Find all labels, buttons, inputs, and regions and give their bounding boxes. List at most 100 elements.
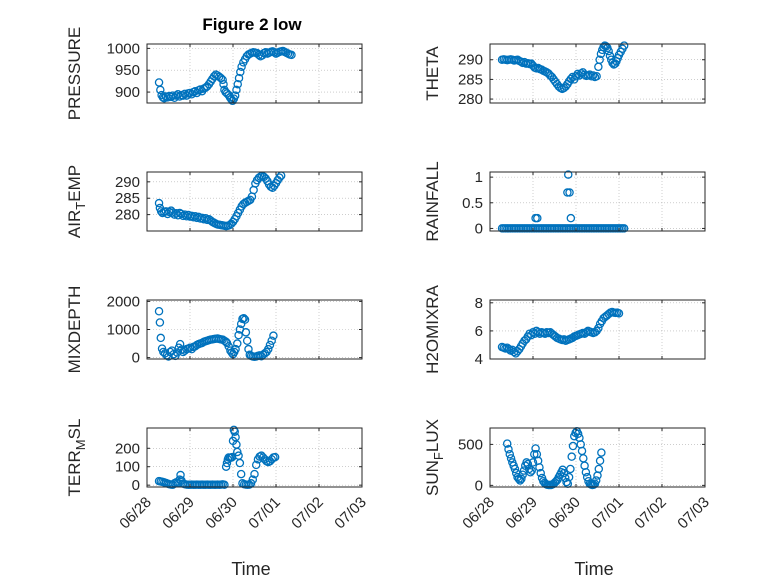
- axes-box: [146, 427, 363, 488]
- data-point: [562, 477, 571, 487]
- data-point: [573, 429, 583, 438]
- data-point: [175, 339, 185, 349]
- y-axis-label: H2OMIXRA: [423, 284, 442, 373]
- y-tick-label: 0.5: [462, 195, 483, 212]
- data-point: [619, 41, 629, 50]
- data-point: [533, 213, 542, 223]
- y-axis-label: RAINFALL: [423, 161, 442, 241]
- data-point: [156, 85, 165, 95]
- y-tick-label: 0: [132, 350, 140, 367]
- y-axis-label: TERRMSL: [65, 419, 88, 497]
- y-axis-label: THETA: [423, 46, 442, 101]
- y-tick-label: 100: [115, 459, 140, 476]
- y-tick-label: 1000: [107, 322, 140, 339]
- x-axis-label-left: Time: [231, 559, 270, 579]
- data-point: [233, 79, 242, 89]
- y-tick-label: 280: [115, 207, 140, 224]
- data-point: [236, 469, 246, 479]
- y-tick-label: 0: [132, 477, 140, 494]
- data-point: [510, 464, 520, 474]
- data-point: [239, 314, 248, 323]
- data-point: [530, 449, 539, 459]
- data-point: [220, 336, 229, 345]
- data-point: [264, 344, 273, 354]
- data-point: [230, 91, 240, 100]
- subplot-theta: 280 285 290 THETA: [423, 41, 706, 108]
- data-point: [275, 173, 284, 182]
- axes-box: [489, 171, 706, 232]
- data-point: [248, 475, 258, 484]
- y-tick-label: 0: [475, 477, 483, 494]
- data-point: [559, 468, 569, 478]
- data-point: [237, 62, 246, 71]
- y-tick-label: 900: [115, 84, 140, 101]
- data-point: [591, 476, 601, 485]
- plot-area: [147, 172, 362, 231]
- data-point: [568, 441, 578, 451]
- y-tick-label: 285: [115, 190, 140, 207]
- data-point: [518, 470, 527, 479]
- data-point: [250, 469, 259, 479]
- data-point: [527, 466, 536, 475]
- data-point: [233, 447, 242, 457]
- data-point: [614, 309, 624, 318]
- axes-box: [146, 171, 363, 232]
- y-tick-label: 0: [475, 220, 483, 237]
- subplot-rainfall: 0 0.5 1 RAINFALL: [423, 161, 706, 242]
- y-tick-label: 1000: [107, 40, 140, 57]
- data-point: [589, 480, 598, 489]
- data-point: [566, 464, 575, 474]
- data-point: [594, 323, 603, 333]
- data-point: [517, 474, 526, 484]
- data-point: [185, 343, 195, 353]
- data-point: [566, 213, 576, 223]
- data-point: [528, 458, 538, 467]
- data-point: [526, 467, 535, 477]
- data-point: [154, 198, 164, 208]
- data-point: [564, 170, 573, 179]
- y-tick-label: 290: [458, 52, 483, 69]
- data-point: [594, 464, 604, 474]
- y-tick-label: 1: [475, 169, 483, 186]
- y-axis-label: PRESSURE: [65, 27, 84, 121]
- data-point: [565, 188, 574, 197]
- data-point: [619, 224, 629, 233]
- data-point: [595, 55, 604, 64]
- data-point: [242, 336, 252, 345]
- data-point: [172, 348, 182, 357]
- data-point: [601, 42, 611, 51]
- data-point: [267, 336, 276, 345]
- y-tick-label: 950: [115, 62, 140, 79]
- data-point: [232, 85, 241, 95]
- data-point: [221, 337, 231, 347]
- data-point: [176, 470, 185, 480]
- data-point: [502, 439, 512, 448]
- data-point: [240, 315, 250, 324]
- data-point: [523, 459, 533, 469]
- data-point: [269, 331, 278, 340]
- data-point: [234, 73, 244, 83]
- data-point: [220, 480, 229, 490]
- data-point: [505, 449, 515, 459]
- subplot-h2omixra: 4 6 8 H2OMIXRA: [423, 284, 706, 374]
- data-point: [270, 452, 280, 462]
- y-tick-label: 290: [115, 174, 140, 191]
- y-tick-label: 285: [458, 71, 483, 88]
- axes-box: [146, 43, 363, 104]
- data-point: [287, 50, 296, 60]
- data-point: [564, 472, 574, 482]
- data-point: [233, 339, 242, 348]
- data-point: [535, 463, 544, 472]
- axes-box: [489, 43, 706, 104]
- y-tick-label: 8: [475, 295, 483, 312]
- data-point: [231, 344, 240, 354]
- data-point: [604, 46, 613, 56]
- data-point: [536, 468, 545, 478]
- y-tick-label: 4: [475, 351, 483, 368]
- y-axis-label: MIXDEPTH: [65, 286, 84, 374]
- data-point: [531, 444, 540, 453]
- data-point: [156, 333, 166, 343]
